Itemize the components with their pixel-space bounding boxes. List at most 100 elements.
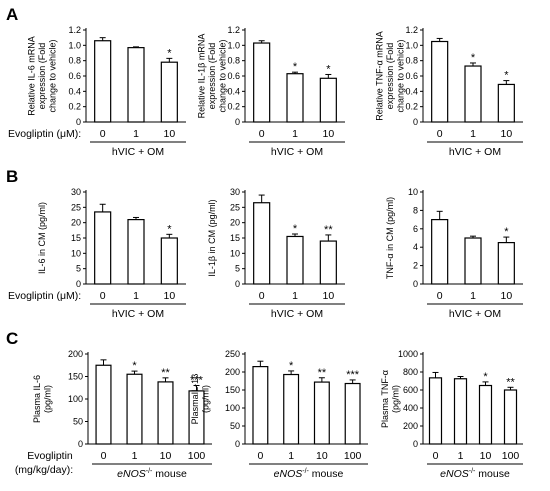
chart4-y-tick-label: 20 bbox=[71, 218, 81, 228]
chart8-y-tick-label: 100 bbox=[225, 403, 240, 413]
chart1-significance-label: * bbox=[167, 47, 172, 59]
chart9-x-tick-label: 10 bbox=[480, 450, 492, 462]
chart9-bar bbox=[478, 384, 493, 445]
chart3-y-tick-label: 0.4 bbox=[405, 86, 418, 96]
chart4-y-tick-label: 5 bbox=[76, 264, 81, 274]
chart8-bar bbox=[283, 373, 300, 445]
chart6-x-tick-label: 0 bbox=[437, 290, 443, 302]
chart4-y-tick-label: 0 bbox=[76, 279, 81, 289]
chart1-y-axis-label: expression (Fold bbox=[37, 43, 47, 110]
chart2-y-axis-label: Relative IL-1β mRNA bbox=[197, 34, 207, 119]
chart2-significance-label: * bbox=[293, 61, 298, 73]
chart9-y-axis-label: Plasma TNF-α bbox=[380, 370, 390, 428]
chart3-y-tick-label: 0.8 bbox=[405, 56, 418, 66]
chart5-y-tick-label: 30 bbox=[230, 187, 240, 197]
chart4-bar bbox=[127, 219, 145, 285]
chart7-y-tick-label: 150 bbox=[68, 372, 83, 382]
chart1-y-axis-label: change to vehicle) bbox=[48, 39, 58, 112]
chart7-x-tick-label: 1 bbox=[132, 450, 138, 462]
chart4-group-label: hVIC + OM bbox=[112, 308, 164, 320]
chart9-y-axis-label: (pg/ml) bbox=[390, 385, 400, 413]
chart9-y-tick-label: 0 bbox=[413, 439, 418, 449]
chart4-x-tick-label: 0 bbox=[100, 290, 106, 302]
chart4-y-tick-label: 30 bbox=[71, 187, 81, 197]
chart8-bar bbox=[313, 381, 330, 445]
chart4-y-tick-label: 15 bbox=[71, 233, 81, 243]
chart8-group-label: eNOS-/- mouse bbox=[274, 468, 344, 480]
panel-letter-c: C bbox=[6, 329, 18, 348]
chart6-bar bbox=[431, 219, 449, 285]
chart3-x-tick-label: 0 bbox=[437, 128, 443, 140]
chart3-x-tick-label: 1 bbox=[470, 128, 476, 140]
chart7-x-tick-label: 100 bbox=[188, 450, 206, 462]
chart5-y-tick-label: 0 bbox=[235, 279, 240, 289]
chart4-bar bbox=[160, 237, 178, 285]
chart8-x-tick-label: 0 bbox=[257, 450, 263, 462]
chart2-y-axis-label: expression (Fold bbox=[207, 43, 217, 110]
chart8-y-tick-label: 50 bbox=[230, 421, 240, 431]
chart7-y-tick-label: 100 bbox=[68, 394, 83, 404]
chart2-group-label: hVIC + OM bbox=[271, 146, 323, 158]
chart7-significance-label: * bbox=[132, 360, 137, 372]
chart7-x-tick-label: 10 bbox=[160, 450, 172, 462]
chart9-group-label: eNOS-/- mouse bbox=[440, 468, 510, 480]
chart2-x-tick-label: 0 bbox=[259, 128, 265, 140]
chart2-y-tick-label: 0 bbox=[235, 117, 240, 127]
chart9-x-tick-label: 100 bbox=[502, 450, 520, 462]
chart1-bar bbox=[160, 61, 178, 123]
chart7-group-label: eNOS-/- mouse bbox=[117, 468, 187, 480]
chart9-x-tick-label: 0 bbox=[433, 450, 439, 462]
chart8-y-tick-label: 150 bbox=[225, 385, 240, 395]
chart5-bar bbox=[286, 235, 304, 285]
chart3-bar bbox=[464, 65, 482, 123]
chart6-y-tick-label: 6 bbox=[413, 224, 418, 234]
chart9-y-tick-label: 200 bbox=[403, 421, 418, 431]
chart2-y-tick-label: 1.2 bbox=[227, 25, 240, 35]
chart3-y-axis-label: change to vehicle) bbox=[396, 39, 406, 112]
chart4-x-tick-label: 10 bbox=[163, 290, 175, 302]
chart9-bar bbox=[453, 378, 468, 445]
chart2-bar bbox=[319, 77, 337, 123]
chart8-significance-label: ** bbox=[318, 367, 327, 379]
chart1-x-tick-label: 0 bbox=[100, 128, 106, 140]
chart5-x-tick-label: 10 bbox=[322, 290, 334, 302]
chart6-x-tick-label: 10 bbox=[500, 290, 512, 302]
chart6-x-tick-label: 1 bbox=[470, 290, 476, 302]
chart1-y-tick-label: 1.2 bbox=[68, 25, 81, 35]
chart9-significance-label: * bbox=[483, 371, 488, 383]
chart6-group-label: hVIC + OM bbox=[449, 308, 501, 320]
chart8-x-tick-label: 100 bbox=[344, 450, 362, 462]
row-label-3-line2: (mg/kg/day): bbox=[15, 464, 73, 476]
chart9-x-tick-label: 1 bbox=[458, 450, 464, 462]
chart1-y-tick-label: 0.4 bbox=[68, 86, 81, 96]
chart1-y-axis-label: Relative IL-6 mRNA bbox=[27, 36, 37, 116]
chart3-bar bbox=[497, 83, 515, 123]
chart3-x-tick-label: 10 bbox=[500, 128, 512, 140]
chart6-y-axis-label: TNF-α in CM (pg/ml) bbox=[385, 197, 395, 279]
chart6-y-tick-label: 10 bbox=[408, 187, 418, 197]
chart8-x-tick-label: 10 bbox=[316, 450, 328, 462]
row-label-2: Evogliptin (μM): bbox=[8, 290, 81, 302]
chart2-x-tick-label: 1 bbox=[292, 128, 298, 140]
chart3-group-label: hVIC + OM bbox=[449, 146, 501, 158]
chart6-significance-label: * bbox=[504, 226, 509, 238]
chart8-significance-label: * bbox=[289, 360, 294, 372]
chart3-y-axis-label: Relative TNF-α mRNA bbox=[375, 31, 385, 121]
chart1-y-tick-label: 1.0 bbox=[68, 40, 81, 50]
panel-letter-a: A bbox=[6, 5, 18, 24]
chart2-y-tick-label: 0.6 bbox=[227, 71, 240, 81]
chart8-y-tick-label: 0 bbox=[235, 439, 240, 449]
chart5-y-tick-label: 5 bbox=[235, 264, 240, 274]
chart9-bar bbox=[428, 377, 443, 445]
chart4-y-axis-label: IL-6 in CM (pg/ml) bbox=[37, 202, 47, 274]
chart6-y-tick-label: 0 bbox=[413, 279, 418, 289]
chart7-bar bbox=[126, 373, 143, 445]
chart8-bar bbox=[252, 366, 269, 445]
chart5-significance-label: * bbox=[293, 223, 298, 235]
chart3-y-tick-label: 1.2 bbox=[405, 25, 418, 35]
chart6-y-tick-label: 2 bbox=[413, 261, 418, 271]
chart9-y-tick-label: 600 bbox=[403, 385, 418, 395]
chart7-x-tick-label: 0 bbox=[101, 450, 107, 462]
chart2-y-axis-label: change to vehicle) bbox=[218, 39, 228, 112]
chart2-y-tick-label: 0.4 bbox=[227, 86, 240, 96]
